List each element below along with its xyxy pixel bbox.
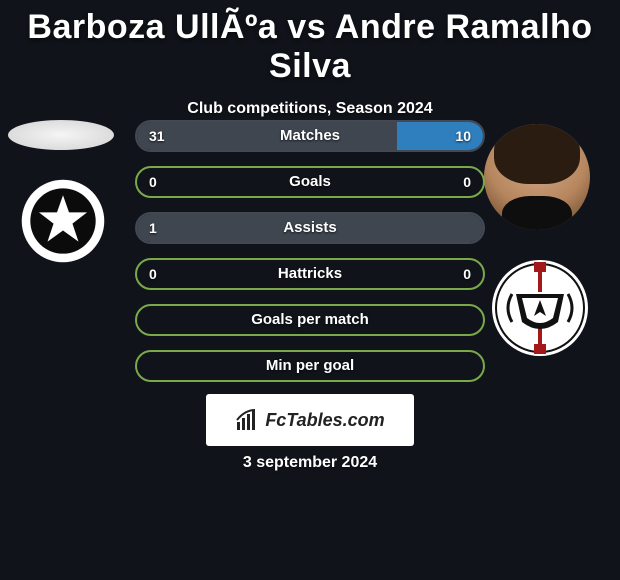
stat-row: 1 Assists — [135, 212, 485, 244]
stat-label: Min per goal — [137, 352, 483, 380]
stat-label: Goals — [137, 168, 483, 196]
fctables-label: FcTables.com — [265, 410, 384, 431]
date-line: 3 september 2024 — [0, 454, 620, 472]
stat-label: Assists — [137, 214, 483, 242]
stat-row: 31 Matches 10 — [135, 120, 485, 152]
stats-container: 31 Matches 10 0 Goals 0 1 Assists 0 Hatt… — [0, 120, 620, 396]
stat-row: 0 Goals 0 — [135, 166, 485, 198]
page-subtitle: Club competitions, Season 2024 — [0, 100, 620, 118]
stat-label: Goals per match — [137, 306, 483, 334]
stat-row: Min per goal — [135, 350, 485, 382]
stat-value-right: 10 — [455, 122, 471, 150]
stat-label: Hattricks — [137, 260, 483, 288]
stat-row: 0 Hattricks 0 — [135, 258, 485, 290]
stat-label: Matches — [137, 122, 483, 150]
fctables-icon — [235, 408, 259, 432]
fctables-watermark: FcTables.com — [206, 394, 414, 446]
page-title: Barboza UllÃºa vs Andre Ramalho Silva — [0, 0, 620, 86]
stat-value-right: 0 — [463, 260, 471, 288]
stat-row: Goals per match — [135, 304, 485, 336]
stat-value-right: 0 — [463, 168, 471, 196]
